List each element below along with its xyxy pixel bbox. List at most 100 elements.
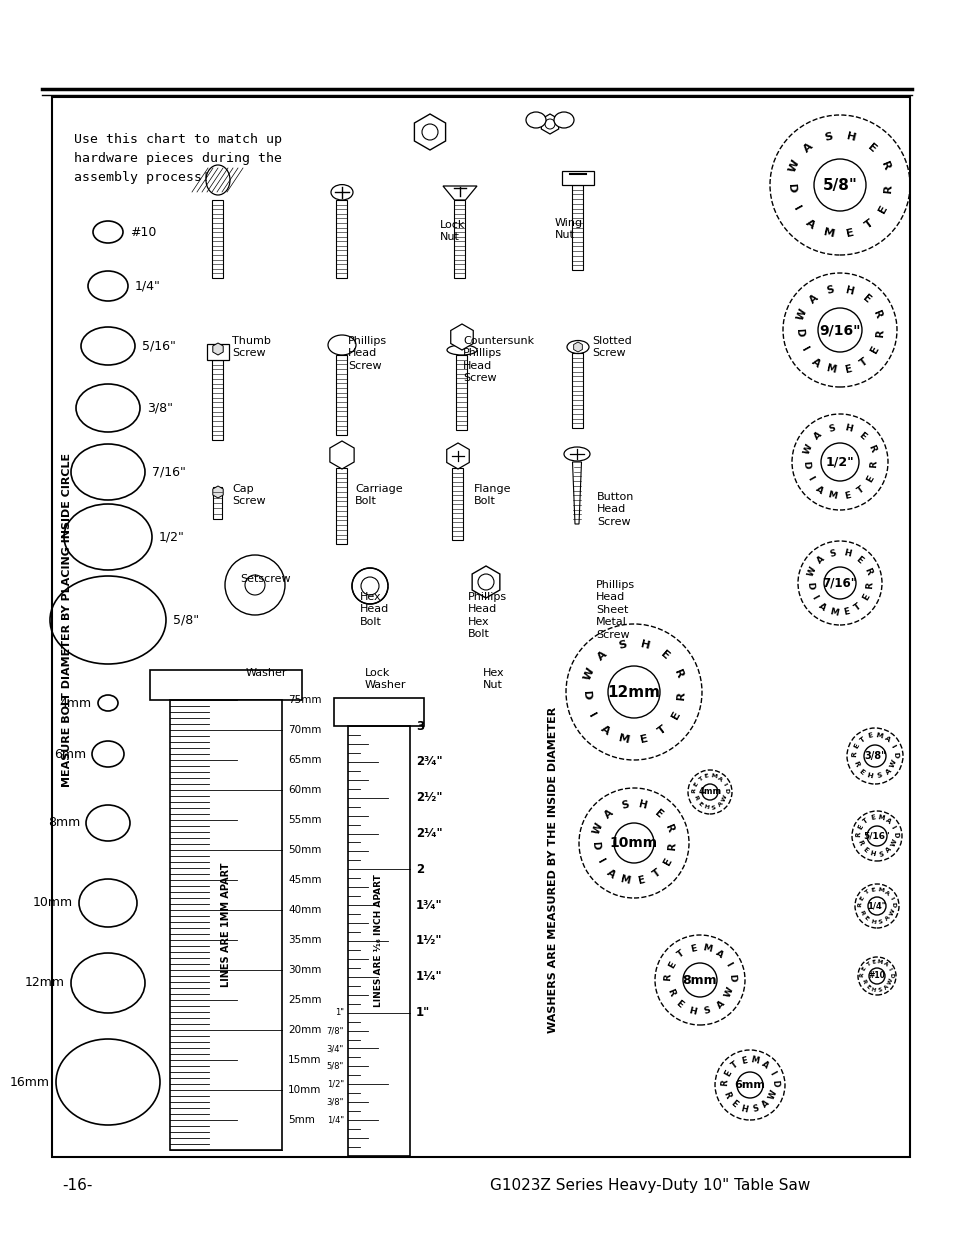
Text: A: A [598, 724, 611, 737]
Bar [207, 345, 229, 359]
Circle shape [867, 897, 885, 915]
Text: 8mm: 8mm [682, 973, 717, 987]
Text: 2¹⁄₂": 2¹⁄₂" [416, 792, 442, 804]
Text: E: E [852, 742, 860, 750]
Text: E: E [844, 227, 854, 238]
Bar [456, 354, 467, 430]
Text: 1/4": 1/4" [327, 1115, 344, 1125]
Text: A: A [803, 217, 817, 231]
Text: A: A [882, 961, 888, 968]
Text: A: A [604, 867, 617, 881]
Text: E: E [722, 1068, 733, 1078]
Bar [336, 468, 347, 543]
Text: I: I [889, 825, 896, 830]
Text: W: W [720, 794, 728, 803]
Text: 5/8": 5/8" [172, 614, 199, 626]
Text: W: W [889, 839, 898, 847]
Text: W: W [886, 978, 893, 986]
Text: 4mm: 4mm [60, 697, 91, 709]
Text: R: R [862, 567, 872, 577]
Text: R: R [864, 582, 874, 589]
Text: Phillips
Head
Sheet
Metal
Screw: Phillips Head Sheet Metal Screw [596, 580, 635, 640]
Text: H: H [639, 640, 650, 651]
Text: E: E [843, 364, 852, 375]
Text: E: E [863, 474, 875, 484]
Text: -16-: -16- [62, 1178, 92, 1193]
Text: 1": 1" [416, 1007, 430, 1019]
Bar [336, 200, 347, 278]
Ellipse shape [331, 184, 353, 200]
Circle shape [360, 577, 378, 595]
Text: 35mm: 35mm [288, 935, 321, 945]
Ellipse shape [554, 112, 574, 128]
Text: M: M [617, 732, 630, 745]
Circle shape [823, 567, 855, 599]
Text: 12mm: 12mm [25, 977, 65, 989]
Text: Cap
Screw: Cap Screw [232, 484, 265, 506]
Text: S: S [822, 131, 833, 143]
Text: E: E [703, 773, 708, 779]
Text: H: H [739, 1104, 748, 1114]
Text: H: H [637, 800, 648, 811]
Text: S: S [617, 640, 627, 651]
Text: E: E [868, 345, 881, 356]
Text: H: H [702, 804, 709, 810]
Text: Lock
Washer: Lock Washer [365, 668, 406, 690]
Bar [336, 354, 347, 435]
Text: D: D [888, 972, 893, 977]
Text: R: R [691, 795, 698, 802]
Text: R: R [855, 840, 862, 847]
Text: 1¹⁄₂": 1¹⁄₂" [416, 935, 442, 947]
Text: MEASURE BOLT DIAMETER BY PLACING INSIDE CIRCLE: MEASURE BOLT DIAMETER BY PLACING INSIDE … [62, 453, 71, 787]
Text: R: R [870, 309, 882, 320]
Text: E: E [740, 1056, 747, 1066]
Text: I: I [722, 961, 732, 968]
Text: E: E [859, 895, 865, 902]
Text: 1": 1" [335, 1008, 344, 1018]
Text: A: A [883, 915, 890, 923]
Text: R: R [855, 831, 861, 837]
Text: A: A [809, 356, 821, 369]
Text: I: I [791, 205, 801, 212]
Text: M: M [876, 887, 883, 893]
Text: M: M [749, 1055, 760, 1066]
Bar [151, 671, 301, 700]
Text: A: A [716, 800, 723, 808]
Circle shape [544, 119, 555, 128]
Text: E: E [696, 800, 702, 808]
Text: E: E [869, 815, 875, 821]
Text: Lock
Nut: Lock Nut [439, 220, 465, 242]
Text: 7/8": 7/8" [326, 1026, 344, 1035]
Text: E: E [659, 650, 671, 662]
Text: W: W [787, 158, 801, 174]
Text: T: T [858, 736, 865, 743]
Text: R: R [850, 751, 857, 757]
Text: A: A [813, 484, 824, 495]
Text: I: I [799, 346, 809, 353]
Text: 2³⁄₄": 2³⁄₄" [416, 756, 442, 768]
Ellipse shape [525, 112, 545, 128]
Text: W: W [795, 308, 808, 322]
Text: M: M [824, 363, 837, 375]
Ellipse shape [328, 335, 355, 354]
Text: LINES ARE 1MM APART: LINES ARE 1MM APART [221, 863, 231, 987]
Bar [452, 468, 463, 540]
Text: 1³⁄₄": 1³⁄₄" [416, 899, 442, 911]
Text: 3/8": 3/8" [326, 1098, 344, 1107]
Text: 25mm: 25mm [288, 995, 321, 1005]
Text: A: A [884, 846, 892, 855]
Text: A: A [716, 776, 722, 783]
Text: W: W [889, 760, 898, 768]
Text: E: E [637, 874, 646, 887]
Text: R: R [851, 761, 859, 767]
Text: E: E [660, 856, 673, 867]
Text: 9/16": 9/16" [819, 324, 860, 337]
Text: A: A [883, 767, 891, 776]
Polygon shape [572, 462, 581, 524]
Text: R: R [882, 184, 893, 194]
Text: 5/8": 5/8" [327, 1062, 344, 1071]
Text: H: H [842, 424, 852, 433]
Text: E: E [688, 944, 697, 953]
Text: E: E [862, 915, 868, 921]
Text: E: E [841, 608, 849, 618]
